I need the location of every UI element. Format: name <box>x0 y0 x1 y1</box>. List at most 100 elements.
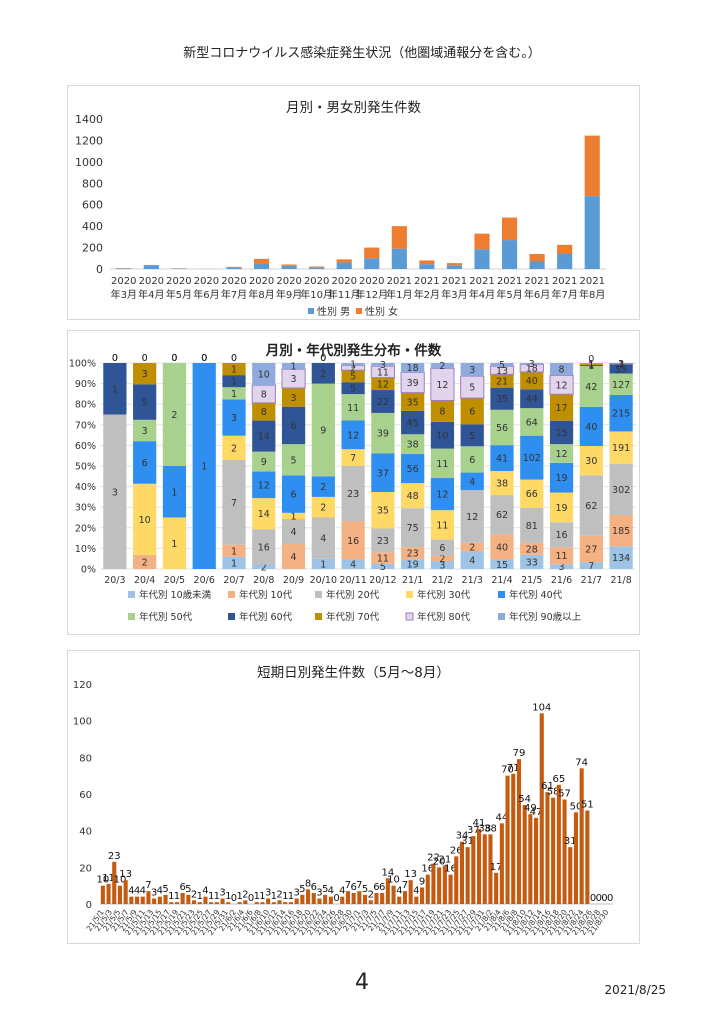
data-label: 3 <box>618 359 624 370</box>
bar-segment <box>252 363 276 386</box>
data-label: 0 <box>588 354 594 365</box>
data-label: 1 <box>231 377 237 388</box>
bar <box>209 902 214 904</box>
data-label: 30 <box>585 456 597 467</box>
data-label: 41 <box>496 454 508 465</box>
y-tick-label: 70% <box>75 420 96 431</box>
bar-segment <box>609 463 633 515</box>
bar-segment <box>222 459 246 545</box>
data-label: 1 <box>288 891 294 902</box>
data-label: 0 <box>201 353 207 364</box>
bar <box>539 713 544 904</box>
bar-segment <box>584 135 600 197</box>
bar-segment <box>222 399 246 436</box>
x-tick-label: 20/9 <box>283 575 304 586</box>
bar-segment <box>430 421 455 449</box>
x-tick-label: 2021 <box>579 276 604 287</box>
data-label: 4 <box>396 886 402 897</box>
bar-segment <box>460 551 484 569</box>
bar-segment <box>549 374 574 395</box>
legend-label: 性別 男 <box>317 305 350 318</box>
data-label: 20 <box>433 856 446 867</box>
data-label: 1 <box>291 362 297 373</box>
bar-segment <box>103 414 127 569</box>
y-tick-label: 0% <box>81 565 96 576</box>
bar-segment <box>341 449 365 466</box>
x-tick-label: 20/8 <box>253 575 274 586</box>
bar <box>362 894 368 904</box>
bar-segment <box>609 546 633 569</box>
data-label: 3 <box>291 393 297 404</box>
data-label: 1 <box>231 389 237 400</box>
data-label: 9 <box>261 457 267 468</box>
bar <box>414 896 419 904</box>
bar-segment <box>557 254 573 269</box>
y-tick-label: 600 <box>82 199 103 212</box>
bar <box>254 902 259 904</box>
data-label: 1 <box>208 891 214 902</box>
data-label: 16 <box>421 864 434 875</box>
x-tick-label: 年11月 <box>328 288 361 301</box>
bar-segment <box>490 495 514 535</box>
data-label: 14 <box>258 432 270 443</box>
document-title: 新型コロナウイルス感染症発生状況（他圏域通報分を含む。） <box>183 46 541 61</box>
bar-segment <box>336 259 352 263</box>
data-label: 7 <box>345 880 351 891</box>
data-label: 8 <box>559 365 565 376</box>
data-label: 5 <box>299 884 305 895</box>
data-label: 6 <box>179 882 185 893</box>
data-label: 23 <box>407 549 419 560</box>
data-label: 0 <box>112 353 118 364</box>
bar <box>129 896 134 904</box>
bar-segment <box>489 365 515 375</box>
x-tick-label: 21/7 <box>581 575 602 586</box>
bar-segment <box>520 389 544 409</box>
bar-segment <box>252 529 276 565</box>
data-label: 66 <box>526 489 538 500</box>
bar <box>579 768 584 904</box>
bar <box>112 861 117 904</box>
data-label: 10 <box>96 875 109 886</box>
bar-segment <box>133 441 157 484</box>
bar <box>351 893 356 904</box>
data-label: 62 <box>585 501 597 512</box>
data-label: 10 <box>258 370 270 381</box>
data-label: 5 <box>350 384 356 395</box>
bar-segment <box>311 476 335 497</box>
data-label: 302 <box>612 485 630 496</box>
bar-segment <box>391 226 407 249</box>
data-label: 0 <box>171 353 177 364</box>
bar-segment <box>490 363 514 367</box>
bar-segment <box>336 262 352 269</box>
bar-segment <box>460 363 484 377</box>
x-tick-label: 年4月 <box>138 288 164 301</box>
bar <box>454 856 459 904</box>
bar-segment <box>370 365 396 379</box>
x-tick-label: 2021 <box>469 276 494 287</box>
data-label: 5 <box>291 455 297 466</box>
bar-segment <box>253 263 270 269</box>
bar-segment <box>490 534 514 560</box>
data-label: 70 <box>501 765 514 776</box>
data-label: 10 <box>114 875 127 886</box>
bar <box>551 797 556 904</box>
data-label: 48 <box>407 491 419 502</box>
bar-segment <box>371 390 395 413</box>
data-label: 35 <box>377 506 389 517</box>
data-label: 1 <box>588 359 594 370</box>
data-label: 3 <box>142 426 148 437</box>
data-label: 44 <box>495 812 508 823</box>
bar <box>522 805 527 904</box>
x-tick-label: 21/4 <box>491 575 512 586</box>
bar-segment <box>281 406 306 445</box>
data-label: 8 <box>261 390 267 401</box>
bar-segment <box>401 410 425 435</box>
bar-segment <box>609 363 633 364</box>
legend-swatch <box>498 591 505 598</box>
bar-segment <box>579 562 603 569</box>
bar-segment <box>460 398 484 425</box>
y-tick-label: 100 <box>73 717 92 728</box>
bar <box>476 828 482 904</box>
data-label: 3 <box>469 365 475 376</box>
bar-segment <box>371 453 395 493</box>
